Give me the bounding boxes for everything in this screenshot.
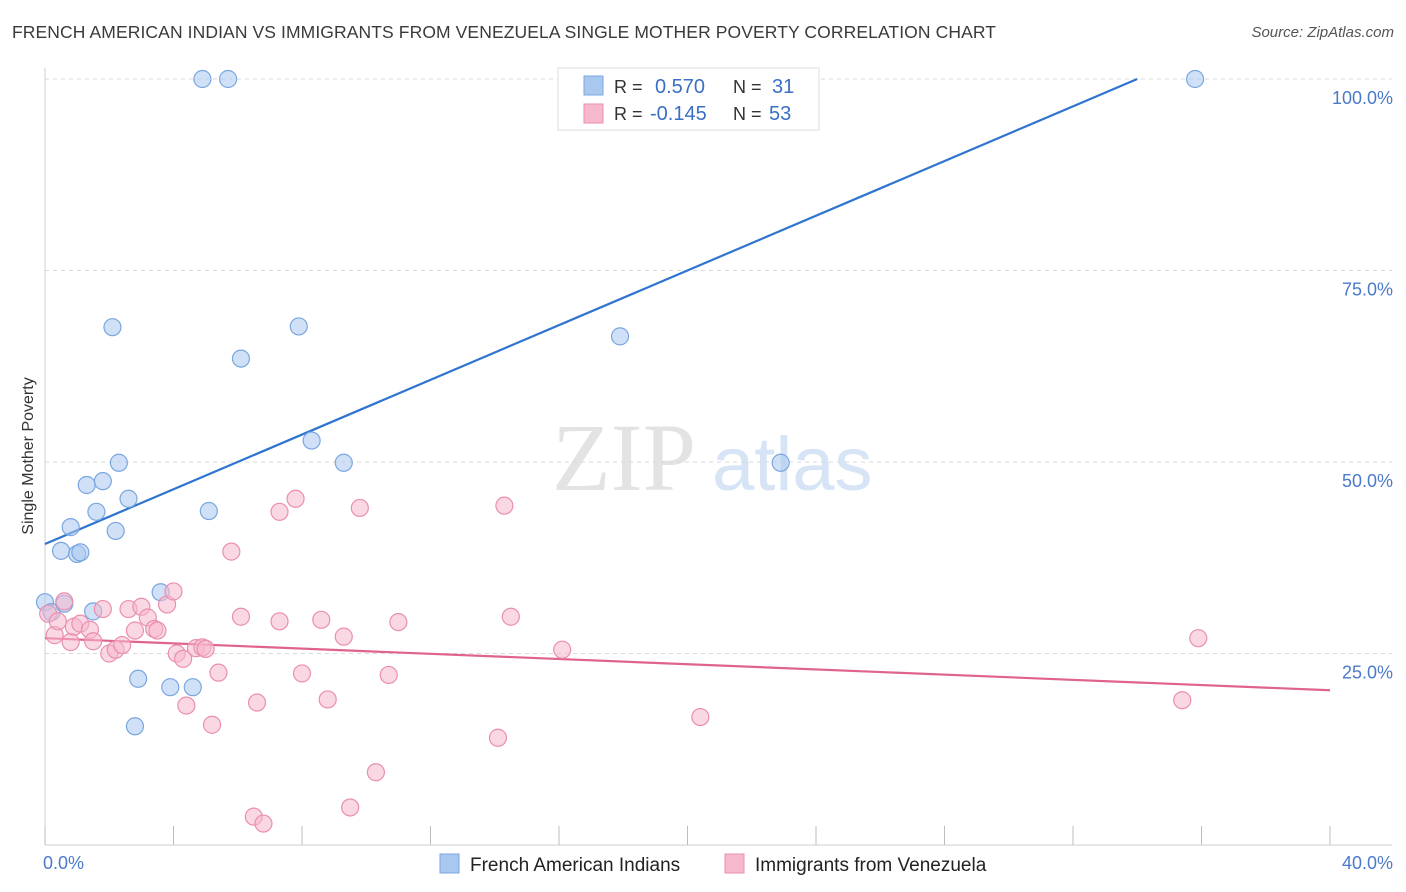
data-point-blue — [289, 317, 308, 336]
data-point-pink — [318, 690, 337, 709]
data-point-pink — [61, 632, 80, 652]
data-point-blue — [199, 501, 218, 521]
data-point-pink — [177, 696, 196, 715]
series-legend: French American Indians Immigrants from … — [439, 853, 987, 876]
data-point-blue — [125, 717, 145, 736]
series-legend-swatch-blue — [439, 853, 460, 874]
data-point-pink — [312, 610, 331, 629]
data-point-pink — [270, 502, 289, 521]
trend-line-pink — [44, 637, 1331, 692]
data-point-pink — [1189, 629, 1208, 648]
data-point-blue — [1185, 69, 1205, 89]
data-point-pink — [270, 612, 289, 631]
data-point-pink — [553, 640, 572, 659]
data-point-pink — [488, 728, 508, 747]
data-point-blue — [87, 502, 106, 521]
data-point-pink — [247, 693, 267, 712]
y-axis-label: Single Mother Poverty — [20, 377, 37, 534]
data-point-pink — [379, 665, 398, 685]
x-tick-label-max: 40.0% — [1342, 853, 1393, 873]
data-point-pink — [495, 496, 514, 515]
data-point-blue — [93, 472, 112, 491]
data-point-pink — [691, 707, 710, 727]
data-point-pink — [366, 763, 385, 782]
trend-line-blue — [44, 77, 1138, 545]
legend-r-value-blue: 0.570 — [655, 76, 705, 98]
data-point-blue — [161, 678, 180, 697]
y-tick-label: 100.0% — [1332, 88, 1393, 108]
data-point-pink — [501, 607, 520, 626]
data-point-blue — [193, 69, 212, 89]
chart-title: FRENCH AMERICAN INDIAN VS IMMIGRANTS FRO… — [12, 22, 997, 42]
data-point-pink — [196, 639, 215, 659]
y-tick-labels: 25.0% 50.0% 75.0% 100.0% — [1332, 88, 1393, 683]
data-point-blue — [302, 431, 321, 450]
data-point-blue — [109, 453, 128, 472]
data-point-pink — [209, 663, 228, 682]
data-point-blue — [77, 475, 96, 495]
legend-swatch-blue — [583, 75, 604, 96]
data-point-blue — [231, 349, 251, 368]
source-label: Source: ZipAtlas.com — [1251, 24, 1394, 41]
gridlines — [45, 78, 1392, 654]
data-point-blue — [771, 453, 790, 472]
series-legend-label-pink: Immigrants from Venezuela — [755, 855, 987, 876]
data-point-blue — [334, 453, 353, 472]
series-legend-label-blue: French American Indians — [470, 855, 680, 876]
data-point-blue — [219, 69, 238, 89]
data-point-pink — [334, 627, 353, 646]
data-point-pink — [84, 632, 103, 651]
x-tick-labels: 0.0% 40.0% — [43, 853, 1393, 873]
legend-n-value-blue: 31 — [772, 76, 794, 98]
axes — [44, 68, 1392, 846]
y-tick-label: 25.0% — [1342, 663, 1393, 683]
data-point-pink — [254, 814, 273, 833]
data-point-pink — [389, 612, 408, 632]
data-point-blue — [183, 678, 202, 697]
series-legend-swatch-pink — [724, 853, 745, 874]
data-point-pink — [174, 649, 193, 668]
stats-legend: R = 0.570 N = 31 R = -0.145 N = 53 — [557, 67, 820, 131]
data-point-pink — [55, 592, 74, 611]
data-point-blue — [61, 518, 80, 537]
data-point-blue — [103, 318, 122, 337]
y-tick-label: 75.0% — [1342, 280, 1393, 300]
legend-r-label-blue: R = — [614, 77, 643, 97]
data-point-pink — [350, 498, 369, 518]
data-point-blue — [119, 489, 138, 508]
legend-r-value-pink: -0.145 — [650, 103, 707, 125]
data-point-pink — [341, 798, 360, 817]
data-point-blue — [71, 543, 90, 562]
data-point-pink — [164, 582, 183, 601]
data-point-pink — [93, 599, 112, 619]
legend-n-label-pink: N = — [733, 104, 762, 124]
data-point-pink — [292, 664, 312, 683]
data-point-pink — [112, 635, 132, 655]
watermark-zip: ZIP — [552, 404, 696, 511]
legend-n-label-blue: N = — [733, 77, 762, 97]
data-point-pink — [202, 715, 222, 734]
data-point-pink — [1173, 691, 1192, 710]
data-point-pink — [148, 621, 167, 640]
y-tick-label: 50.0% — [1342, 471, 1393, 491]
watermark-atlas: atlas — [712, 422, 873, 507]
legend-swatch-pink — [583, 103, 604, 124]
data-point-blue — [106, 521, 125, 541]
data-point-pink — [125, 621, 145, 640]
data-point-blue — [610, 327, 630, 346]
data-point-pink — [286, 489, 305, 508]
data-point-pink — [48, 612, 67, 631]
data-point-pink — [222, 542, 241, 561]
data-point-blue — [51, 541, 71, 560]
data-point-pink — [231, 607, 251, 626]
legend-n-value-pink: 53 — [769, 103, 791, 125]
watermark: ZIP atlas — [552, 404, 873, 511]
data-point-blue — [129, 669, 148, 688]
legend-r-label-pink: R = — [614, 104, 643, 124]
trend-lines — [44, 77, 1331, 692]
x-tick-label-min: 0.0% — [43, 853, 84, 873]
